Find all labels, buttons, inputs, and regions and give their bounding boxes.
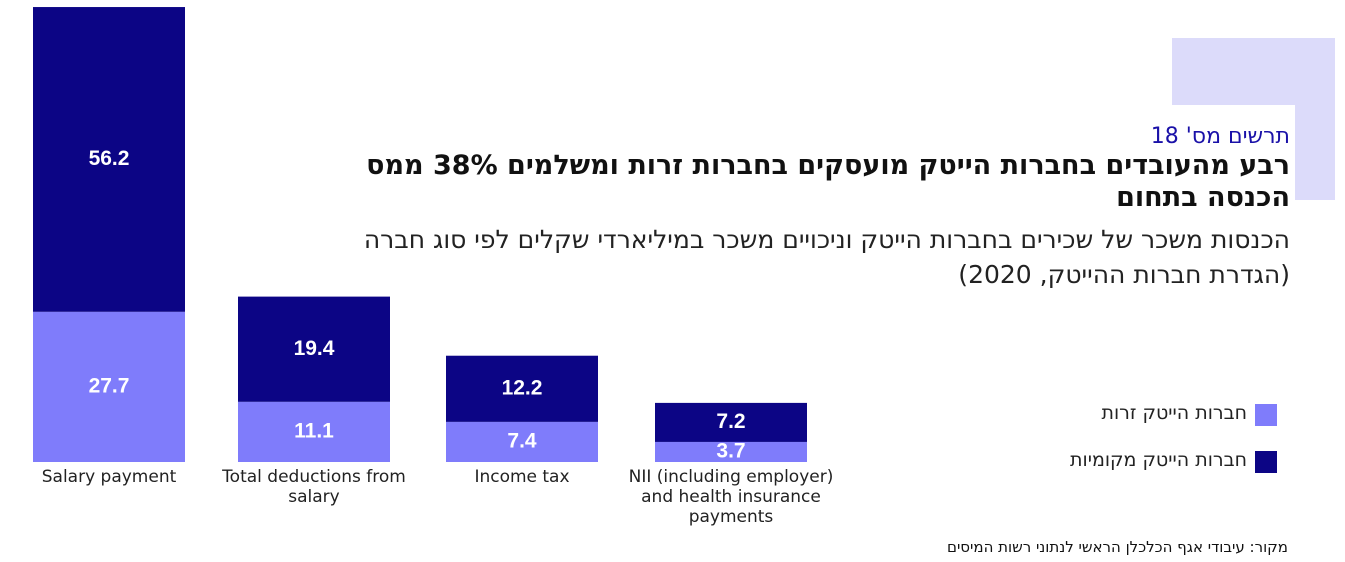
value-label: 7.2 (716, 410, 745, 433)
x-tick-label: NII (including employer) and health insu… (628, 467, 834, 527)
legend-label: חברות הייטק מקומיות (1070, 449, 1247, 471)
bar-segment (655, 441, 807, 462)
x-tick-label: Total deductions from salary (222, 467, 406, 507)
bar-segment (446, 421, 598, 462)
value-label: 7.4 (507, 429, 537, 452)
value-label: 3.7 (716, 440, 745, 463)
source: מקור: עיבודי אגף הכלכלן הראשי לנתוני רשו… (946, 538, 1288, 556)
chart-number: תרשים מס' 18 (1150, 124, 1290, 149)
value-label: 12.2 (502, 376, 543, 399)
bar-segment (33, 311, 185, 462)
value-label: 56.2 (89, 147, 130, 170)
value-label: 27.7 (89, 374, 130, 397)
bar-segment (238, 401, 390, 462)
bar-segment (33, 7, 185, 312)
chart-subtitle: הכנסות משכר של שכירים בחברות הייטק וניכו… (363, 225, 1290, 289)
bar-segment (655, 402, 807, 442)
value-label: 11.1 (294, 419, 334, 442)
chart-title: רבע מהעובדים בחברות הייטק מועסקים בחברות… (366, 150, 1290, 213)
legend-swatch (1255, 404, 1277, 426)
x-tick-label: Salary payment (41, 467, 177, 487)
legend-swatch (1255, 451, 1277, 473)
corner-decoration (1172, 38, 1335, 200)
bar-segment (238, 296, 390, 402)
legend-label: חברות הייטק זרות (1101, 402, 1247, 424)
x-tick-label: Income tax (474, 467, 570, 487)
bar-segment (446, 355, 598, 422)
value-label: 19.4 (294, 337, 335, 360)
